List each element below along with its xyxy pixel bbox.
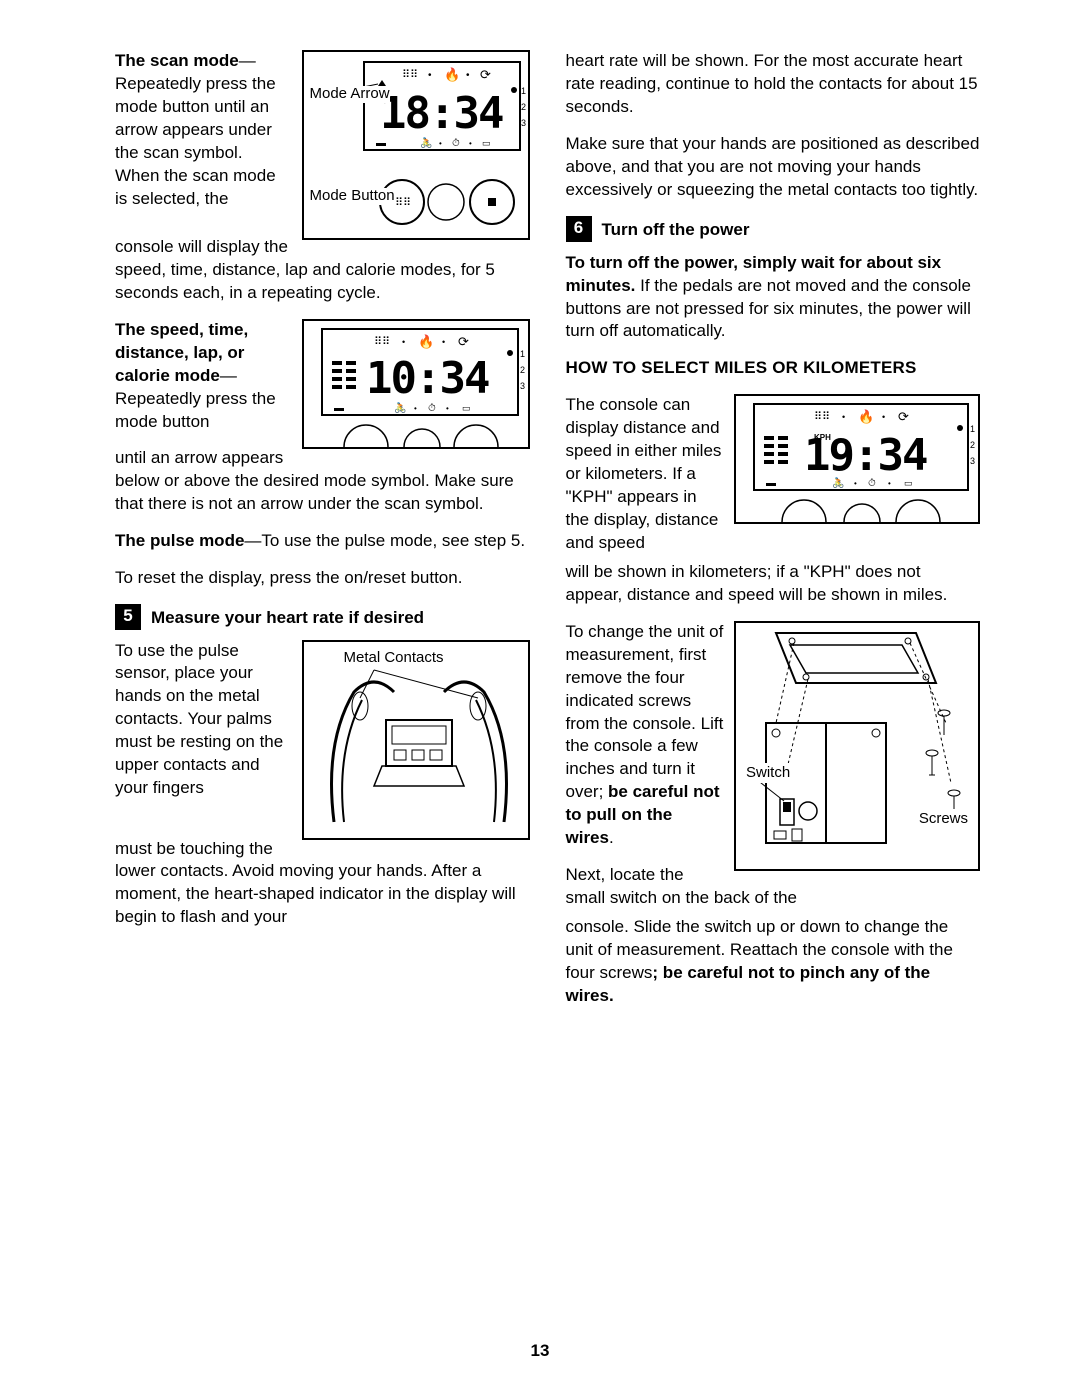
step-5-title: Measure your heart rate if desired xyxy=(151,604,424,630)
svg-text:⠿⠿: ⠿⠿ xyxy=(402,69,418,81)
svg-text:•: • xyxy=(442,337,445,347)
step-6-title: Turn off the power xyxy=(602,216,750,242)
speed-mode-svg: ⠿⠿ • 🔥 • ⟳ 10:34 ▬ 🚴 • ⏱ • ▭ xyxy=(304,321,528,447)
step-5-figure: Metal Contacts xyxy=(302,640,530,840)
page-number: 13 xyxy=(0,1340,1080,1363)
pulse-mode-lead: The pulse mode xyxy=(115,531,244,550)
pulse-mode-text: The pulse mode—To use the pulse mode, se… xyxy=(115,530,530,553)
switch-label: Switch xyxy=(746,763,790,783)
miles-km-figure: ⠿⠿ • 🔥 • ⟳ KPH 19:34 ▬ 🚴 • ⏱ • ▭ xyxy=(734,394,980,524)
svg-text:•: • xyxy=(842,412,845,422)
svg-text:🚴: 🚴 xyxy=(394,401,406,414)
step-5-body-b: must be touching the lower contacts. Avo… xyxy=(115,838,530,930)
svg-text:1: 1 xyxy=(521,86,526,96)
console-back-figure: Switch Screws xyxy=(734,621,980,871)
svg-text:•: • xyxy=(402,337,405,347)
svg-text:🔥: 🔥 xyxy=(444,67,460,82)
svg-text:1: 1 xyxy=(970,424,975,434)
svg-text:•: • xyxy=(414,404,417,413)
reset-line: To reset the display, press the on/reset… xyxy=(115,567,530,590)
scan-mode-figure: ⠿⠿ • 🔥 • ⟳ 18:34 ▬ 🚴 • ⏱ • ▭ xyxy=(302,50,530,240)
svg-text:▬: ▬ xyxy=(376,138,386,149)
change-unit-block: Switch Screws To change the unit of meas… xyxy=(566,621,981,1008)
step-5-body: Metal Contacts To use the pulse sensor, … xyxy=(115,640,530,930)
svg-text:⏱: ⏱ xyxy=(452,138,460,149)
scan-mode-text-b: console will display the speed, time, di… xyxy=(115,236,530,305)
svg-text:3: 3 xyxy=(970,456,975,466)
svg-text:🚴: 🚴 xyxy=(832,476,844,489)
step-5-number: 5 xyxy=(115,604,141,630)
svg-text:▬: ▬ xyxy=(334,403,344,414)
svg-text:3: 3 xyxy=(520,381,525,391)
miles-body-b: will be shown in kilometers; if a "KPH" … xyxy=(566,561,981,607)
mode-arrow-label: Mode Arrow xyxy=(310,86,390,103)
svg-text:•: • xyxy=(854,479,857,488)
scan-mode-svg: ⠿⠿ • 🔥 • ⟳ 18:34 ▬ 🚴 • ⏱ • ▭ xyxy=(304,52,528,238)
svg-text:10:34: 10:34 xyxy=(366,353,489,404)
change-unit-c: console. Slide the switch up or down to … xyxy=(566,916,981,1008)
svg-text:🔥: 🔥 xyxy=(858,409,874,424)
change-unit-a-text: To change the unit of measurement, first… xyxy=(566,622,724,802)
speed-mode-block: ⠿⠿ • 🔥 • ⟳ 10:34 ▬ 🚴 • ⏱ • ▭ xyxy=(115,319,530,516)
svg-text:•: • xyxy=(882,412,885,422)
svg-text:•: • xyxy=(466,70,470,81)
svg-text:•: • xyxy=(428,70,432,81)
svg-text:🔥: 🔥 xyxy=(418,334,434,349)
mode-button-label: Mode Button xyxy=(310,188,395,205)
scan-mode-lead: The scan mode xyxy=(115,51,239,70)
svg-text:⟳: ⟳ xyxy=(898,409,909,424)
step-5-header: 5 Measure your heart rate if desired xyxy=(115,604,530,630)
svg-text:2: 2 xyxy=(520,365,525,375)
scan-mode-block: ⠿⠿ • 🔥 • ⟳ 18:34 ▬ 🚴 • ⏱ • ▭ xyxy=(115,50,530,305)
svg-text:•: • xyxy=(888,479,891,488)
change-unit-a-end: . xyxy=(609,828,614,847)
svg-text:•: • xyxy=(446,404,449,413)
miles-km-block: ⠿⠿ • 🔥 • ⟳ KPH 19:34 ▬ 🚴 • ⏱ • ▭ xyxy=(566,394,981,606)
step-6-number: 6 xyxy=(566,216,592,242)
svg-text:3: 3 xyxy=(521,118,526,128)
svg-text:▭: ▭ xyxy=(482,138,491,148)
pulse-mode-body: —To use the pulse mode, see step 5. xyxy=(244,531,525,550)
svg-text:⠿⠿: ⠿⠿ xyxy=(814,411,830,423)
svg-text:•: • xyxy=(439,139,442,148)
svg-text:⏱: ⏱ xyxy=(868,478,876,489)
right-column: heart rate will be shown. For the most a… xyxy=(566,50,981,1022)
svg-text:▬: ▬ xyxy=(766,478,776,489)
svg-text:19:34: 19:34 xyxy=(804,430,927,481)
heart-rate-svg xyxy=(304,642,528,838)
hands-position-note: Make sure that your hands are positioned… xyxy=(566,133,981,202)
svg-text:⠿⠿: ⠿⠿ xyxy=(374,336,390,348)
svg-text:⟳: ⟳ xyxy=(480,67,491,82)
console-back-svg xyxy=(736,623,978,869)
speed-mode-text-b: until an arrow appears below or above th… xyxy=(115,447,530,516)
svg-text:⏱: ⏱ xyxy=(428,403,436,414)
svg-text:⠿⠿: ⠿⠿ xyxy=(395,197,411,209)
screws-label: Screws xyxy=(919,809,968,829)
metal-contacts-label: Metal Contacts xyxy=(344,650,444,667)
scan-mode-body-a: — Repeatedly press the mode button until… xyxy=(115,51,276,208)
step-6-header: 6 Turn off the power xyxy=(566,216,981,242)
step-6-body: To turn off the power, simply wait for a… xyxy=(566,252,981,344)
svg-text:18:34: 18:34 xyxy=(380,88,503,139)
svg-text:🚴: 🚴 xyxy=(420,136,432,149)
left-column: ⠿⠿ • 🔥 • ⟳ 18:34 ▬ 🚴 • ⏱ • ▭ xyxy=(115,50,530,1022)
heart-rate-continuation: heart rate will be shown. For the most a… xyxy=(566,50,981,119)
svg-text:2: 2 xyxy=(970,440,975,450)
svg-text:•: • xyxy=(469,139,472,148)
svg-text:2: 2 xyxy=(521,102,526,112)
miles-km-section-title: HOW TO SELECT MILES OR KILOMETERS xyxy=(566,357,981,380)
svg-text:1: 1 xyxy=(520,349,525,359)
svg-text:⟳: ⟳ xyxy=(458,334,469,349)
svg-text:▭: ▭ xyxy=(462,403,471,413)
speed-mode-figure: ⠿⠿ • 🔥 • ⟳ 10:34 ▬ 🚴 • ⏱ • ▭ xyxy=(302,319,530,449)
svg-text:▭: ▭ xyxy=(904,478,913,488)
miles-km-svg: ⠿⠿ • 🔥 • ⟳ KPH 19:34 ▬ 🚴 • ⏱ • ▭ xyxy=(736,396,978,522)
